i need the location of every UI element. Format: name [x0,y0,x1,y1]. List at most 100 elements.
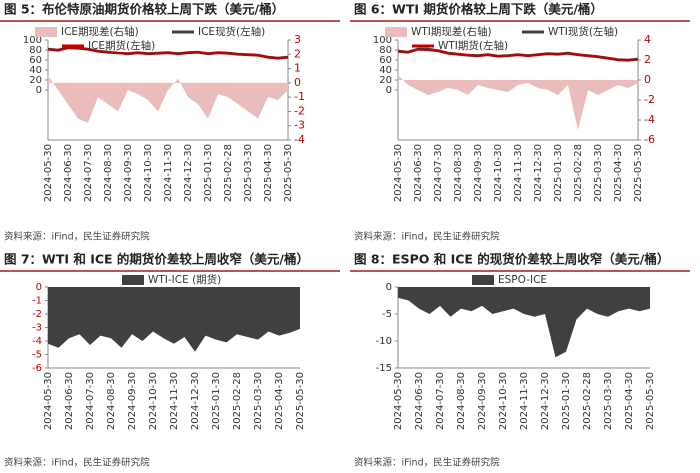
x-tick-label: 2024-12-30 [183,144,194,202]
x-tick-label: 2024-09-30 [127,372,138,430]
y-tick-label: -10 [376,336,392,347]
x-tick-label: 2024-06-30 [63,144,74,202]
x-tick-label: 2024-10-30 [493,144,504,202]
y-tick-label: -1 [32,296,42,307]
y-tick-label: -4 [32,336,42,347]
x-tick-label: 2025-02-28 [223,144,234,202]
x-tick-label: 2025-05-30 [645,372,656,430]
x-tick-label: 2025-01-30 [203,144,214,202]
x-tick-label: 2024-10-30 [498,372,509,430]
y2-tick-label: -1 [294,90,305,103]
x-tick-label: 2024-07-30 [435,372,446,430]
y-tick-label: 20 [29,75,42,86]
y-tick-label: 60 [29,55,42,66]
legend-label: WTI期现差(右轴) [411,25,492,38]
y2-tick-label: -4 [644,113,655,126]
y2-tick-label: 1 [294,62,301,75]
x-tick-label: 2024-12-30 [533,144,544,202]
legend-label: ICE现货(左轴) [198,25,265,38]
legend-swatch [122,275,144,285]
x-tick-label: 2024-06-30 [413,144,424,202]
x-tick-label: 2024-05-30 [43,372,54,430]
legend-label: ESPO-ICE [498,274,547,286]
area [398,75,638,130]
x-tick-label: 2024-05-30 [393,144,404,202]
y-tick-label: 40 [379,65,392,76]
y-tick-label: 40 [29,65,42,76]
source-note: 资料来源：iFind，民生证券研究院 [4,231,150,243]
x-tick-label: 2024-08-30 [103,144,114,202]
x-tick-label: 2024-10-30 [143,144,154,202]
y-tick-label: 0 [386,282,392,293]
legend-label: ICE期现差(右轴) [61,25,139,38]
x-tick-label: 2025-01-30 [211,372,222,430]
x-tick-label: 2024-11-30 [169,372,180,430]
x-tick-label: 2025-04-30 [263,144,274,202]
x-tick-label: 2024-06-30 [64,372,75,430]
y-tick-label: 0 [36,85,42,96]
source-note: 资料来源：iFind，民生证券研究院 [354,457,500,469]
y-tick-label: -15 [376,363,392,374]
legend-label: ICE期货(左轴) [88,39,155,52]
x-tick-label: 2024-07-30 [433,144,444,202]
y-tick-label: 80 [379,45,392,56]
x-tick-label: 2025-01-30 [553,144,564,202]
x-tick-label: 2025-05-30 [633,144,644,202]
source-note: 资料来源：iFind，民生证券研究院 [4,457,150,469]
y2-tick-label: -3 [294,119,305,132]
x-tick-label: 2025-04-30 [274,372,285,430]
x-tick-label: 2025-02-28 [573,144,584,202]
x-tick-label: 2024-11-30 [163,144,174,202]
area [398,287,650,358]
x-tick-label: 2025-05-30 [295,372,306,430]
x-tick-label: 2025-03-30 [253,372,264,430]
y-tick-label: -5 [382,309,392,320]
x-tick-label: 2024-11-30 [513,144,524,202]
x-tick-label: 2024-07-30 [83,144,94,202]
legend-label: WTI现货(左轴) [548,25,618,38]
y-tick-label: 20 [379,75,392,86]
x-tick-label: 2024-08-30 [456,372,467,430]
x-tick-label: 2024-09-30 [477,372,488,430]
y-tick-label: -3 [32,323,42,334]
y2-tick-label: 3 [294,33,301,46]
x-tick-label: 2025-03-30 [593,144,604,202]
y-tick-label: 100 [373,35,392,46]
x-tick-label: 2024-05-30 [393,372,404,430]
source-note: 资料来源：iFind，民生证券研究院 [354,231,500,243]
x-tick-label: 2024-10-30 [148,372,159,430]
line [47,46,289,60]
legend-swatch [35,27,57,37]
area [48,75,288,123]
panel-title: 图 8：ESPO 和 ICE 的现货价差较上周收窄（美元/桶） [354,252,669,267]
panel-title: 图 7：WTI 和 ICE 的期货价差较上周收窄（美元/桶） [4,252,309,267]
legend-label: WTI期货(左轴) [438,39,508,52]
y-tick-label: 80 [29,45,42,56]
y2-tick-label: -2 [644,93,655,106]
y-tick-label: 100 [23,35,42,46]
y2-tick-label: -2 [294,104,305,117]
y2-tick-label: -4 [294,133,305,146]
x-tick-label: 2024-11-30 [519,372,530,430]
y-tick-label: -6 [32,363,42,374]
y2-tick-label: -6 [644,133,655,146]
y2-tick-label: 0 [644,73,651,86]
legend-label: WTI-ICE (期货) [148,273,221,286]
legend-swatch [472,275,494,285]
x-tick-label: 2024-12-30 [190,372,201,430]
panel-title: 图 5：布伦特原油期货价格较上周下跌（美元/桶） [4,2,284,17]
line [397,48,639,62]
x-tick-label: 2024-06-30 [414,372,425,430]
x-tick-label: 2024-09-30 [473,144,484,202]
x-tick-label: 2025-03-30 [243,144,254,202]
y2-tick-label: 2 [294,47,301,60]
x-tick-label: 2025-04-30 [624,372,635,430]
x-tick-label: 2024-09-30 [123,144,134,202]
y-tick-label: -2 [32,309,42,320]
x-tick-label: 2024-08-30 [453,144,464,202]
legend-swatch [385,27,407,37]
panel-title: 图 6：WTI 期货价格较上周下跌（美元/桶） [354,2,603,17]
x-tick-label: 2025-04-30 [613,144,624,202]
y-tick-label: 60 [379,55,392,66]
x-tick-label: 2025-02-28 [232,372,243,430]
